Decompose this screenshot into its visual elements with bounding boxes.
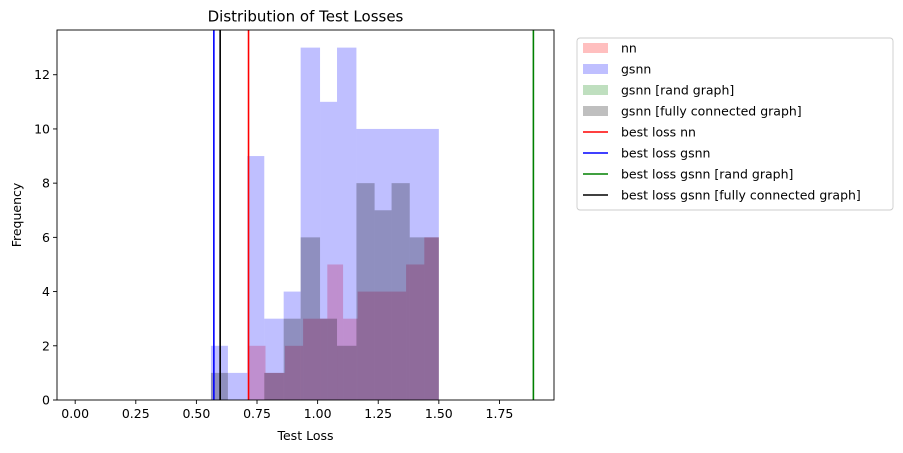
bar-gsnn-fully-connected-graph-2: [283, 318, 301, 400]
bar-gsnn-fully-connected-graph-3: [300, 237, 321, 400]
legend-label-gsnn-rand-graph: gsnn [rand graph]: [621, 83, 734, 98]
x-tick-label: 0.00: [61, 406, 89, 421]
bar-gsnn-fully-connected-graph-7: [374, 210, 392, 400]
x-axis-label: Test Loss: [276, 428, 333, 443]
bar-nn-0: [248, 345, 266, 400]
legend-label-best-loss-gsnn: best loss gsnn: [621, 146, 710, 161]
bar-nn-6: [357, 291, 375, 400]
x-tick-label: 0.25: [122, 406, 150, 421]
bar-gsnn-fully-connected-graph-1: [264, 372, 284, 400]
legend-swatch-gsnn-fully-connected-graph: [583, 106, 608, 116]
legend-label-best-loss-gsnn-rand-graph: best loss gsnn [rand graph]: [621, 167, 793, 182]
legend-swatch-gsnn-rand-graph: [583, 85, 608, 95]
bar-gsnn-2: [247, 156, 265, 400]
best-loss-lines: [213, 30, 535, 400]
bar-gsnn-fully-connected-graph-5: [337, 345, 357, 400]
bar-nn-3: [303, 318, 328, 400]
legend-swatch-nn: [583, 43, 608, 53]
bar-gsnn-5: [300, 47, 321, 400]
legend-label-gsnn: gsnn: [621, 62, 651, 77]
y-tick-label: 6: [42, 230, 50, 245]
bar-gsnn-fully-connected-graph-9: [409, 237, 439, 400]
bar-gsnn-7: [337, 47, 357, 400]
bar-nn-10: [424, 237, 439, 400]
legend-label-best-loss-nn: best loss nn: [621, 125, 696, 140]
y-axis-label: Frequency: [9, 182, 24, 247]
histogram-bars: [210, 47, 439, 400]
y-tick-label: 2: [42, 338, 50, 353]
bar-gsnn-4: [283, 291, 301, 400]
y-tick-label: 4: [42, 284, 50, 299]
legend-label-best-loss-gsnn-fully-connected-graph: best loss gsnn [fully connected graph]: [621, 188, 861, 203]
bar-gsnn-3: [264, 318, 284, 400]
bar-gsnn-fully-connected-graph-8: [391, 183, 410, 400]
y-axis-ticks: 0 2 4 6 8 10 12: [34, 67, 57, 408]
y-tick-label: 12: [34, 67, 50, 82]
legend-frame: [576, 37, 894, 211]
bar-nn-9: [406, 264, 425, 400]
chart-title: Distribution of Test Losses: [208, 8, 404, 26]
x-tick-label: 1.50: [425, 406, 453, 421]
bar-nn-4: [327, 264, 344, 400]
bar-nn-8: [391, 291, 407, 400]
x-tick-label: 0.75: [243, 406, 271, 421]
bar-gsnn-1: [227, 372, 248, 400]
bar-gsnn-fully-connected-graph-6: [356, 183, 375, 400]
legend-label-nn: nn: [621, 41, 637, 56]
legend: nn gsnn gsnn [rand graph] gsnn [fully conne…: [576, 37, 894, 211]
bar-nn-7: [374, 291, 392, 400]
bar-gsnn-6: [320, 101, 338, 400]
x-tick-label: 0.50: [182, 406, 210, 421]
x-tick-label: 1.75: [486, 406, 514, 421]
y-tick-label: 8: [42, 176, 50, 191]
x-tick-label: 1.25: [364, 406, 392, 421]
legend-items: nn gsnn gsnn [rand graph] gsnn [fully conne…: [583, 41, 861, 203]
bar-nn-5: [343, 318, 358, 400]
bar-gsnn-fully-connected-graph-4: [320, 318, 338, 400]
bar-nn-2: [284, 345, 304, 400]
bar-gsnn-8: [356, 128, 439, 400]
legend-label-gsnn-fully-connected-graph: gsnn [fully connected graph]: [621, 104, 802, 119]
x-axis-ticks: 0.00 0.25 0.50 0.75 1.00 1.25 1.50 1.75: [61, 400, 513, 421]
legend-swatch-gsnn: [583, 64, 608, 74]
y-tick-label: 0: [42, 393, 50, 408]
plot-frame: [56, 29, 555, 401]
bar-nn-1: [265, 372, 285, 400]
x-tick-label: 1.00: [304, 406, 332, 421]
y-tick-label: 10: [34, 121, 50, 136]
